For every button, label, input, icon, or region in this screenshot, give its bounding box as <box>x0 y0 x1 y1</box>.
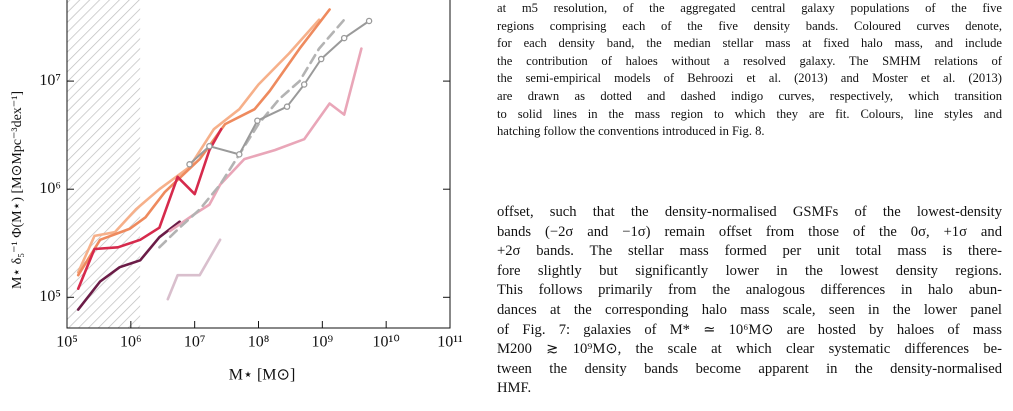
text-line: +2σ bands. The stellar mass formed per u… <box>497 243 1002 260</box>
text-line: for each density band, the median stella… <box>497 36 1002 51</box>
series-line <box>76 220 181 311</box>
text-line: at m5 resolution, of the aggregated cent… <box>497 1 1002 15</box>
x-tick-label: 10⁷ <box>184 334 206 351</box>
text-line: to solid lines in the mass region to whi… <box>497 106 1002 121</box>
x-axis-label: M⋆ [M⊙] <box>229 367 296 384</box>
series-line <box>166 238 222 301</box>
y-axis-label: M⋆ δ₅⁻¹ Φ(M⋆) [M⊙Mpc⁻³dex⁻¹] <box>10 91 25 289</box>
text-line: of Fig. 7: galaxies of M* ≃ 10⁶M⊙ are ho… <box>497 321 1002 338</box>
text-line: fore slightly but significantly lower in… <box>497 262 1002 279</box>
series-marker <box>317 55 325 63</box>
text-line: This follows primarily from the analogou… <box>497 282 1002 299</box>
series-line <box>76 127 223 290</box>
x-tick-label: 10⁸ <box>248 334 270 351</box>
series-marker <box>283 103 291 110</box>
series-marker <box>206 142 213 150</box>
series-marker <box>236 151 243 158</box>
series-line <box>188 20 371 166</box>
x-tick-label: 10¹¹ <box>437 334 463 351</box>
figure-caption: at m5 resolution, of the aggregated cent… <box>497 0 1002 141</box>
text-line: M200 ≳ 10⁹M⊙, the scale at which clear s… <box>497 341 1002 358</box>
body-text: offset, such that the density-normalised… <box>497 203 1002 399</box>
series-line <box>76 8 331 277</box>
text-line: bands (−2σ and −1σ) remain offset from t… <box>497 223 1002 240</box>
text-line: the contribution of haloes without a res… <box>497 53 1002 68</box>
text-line: are drawn as dotted and dashed indigo cu… <box>497 88 1002 103</box>
series-marker <box>365 17 373 25</box>
text-line: the semi-empirical models of Behroozi et… <box>497 71 1002 86</box>
chart: M⋆ [M⊙] M⋆ δ₅⁻¹ Φ(M⋆) [M⊙Mpc⁻³dex⁻¹] 10⁵… <box>10 0 463 384</box>
series-line <box>168 47 363 233</box>
text-line: hatching follow the conventions introduc… <box>497 124 765 139</box>
text-line: tween the density bands become apparent … <box>497 360 1002 377</box>
text-line: dances at the corresponding halo mass sc… <box>497 301 1002 318</box>
y-tick-label: 10⁵ <box>39 288 61 305</box>
series-marker <box>186 161 193 168</box>
y-tick-label: 10⁷ <box>39 72 61 89</box>
x-tick-label: 10¹⁰ <box>373 334 400 351</box>
x-tick-label: 10⁹ <box>312 334 334 351</box>
x-tick-label: 10⁵ <box>56 334 78 351</box>
series-marker <box>300 81 308 88</box>
y-tick-label: 10⁶ <box>39 180 61 197</box>
x-tick-label: 10⁶ <box>120 334 142 351</box>
series-marker <box>340 34 348 42</box>
series-line <box>158 18 346 249</box>
series-marker <box>254 117 261 124</box>
text-line: HMF. <box>497 380 532 397</box>
text-line: regions comprising each of the five dens… <box>497 18 1002 33</box>
text-line: offset, such that the density-normalised… <box>497 204 1002 220</box>
plot-lines <box>76 8 373 311</box>
